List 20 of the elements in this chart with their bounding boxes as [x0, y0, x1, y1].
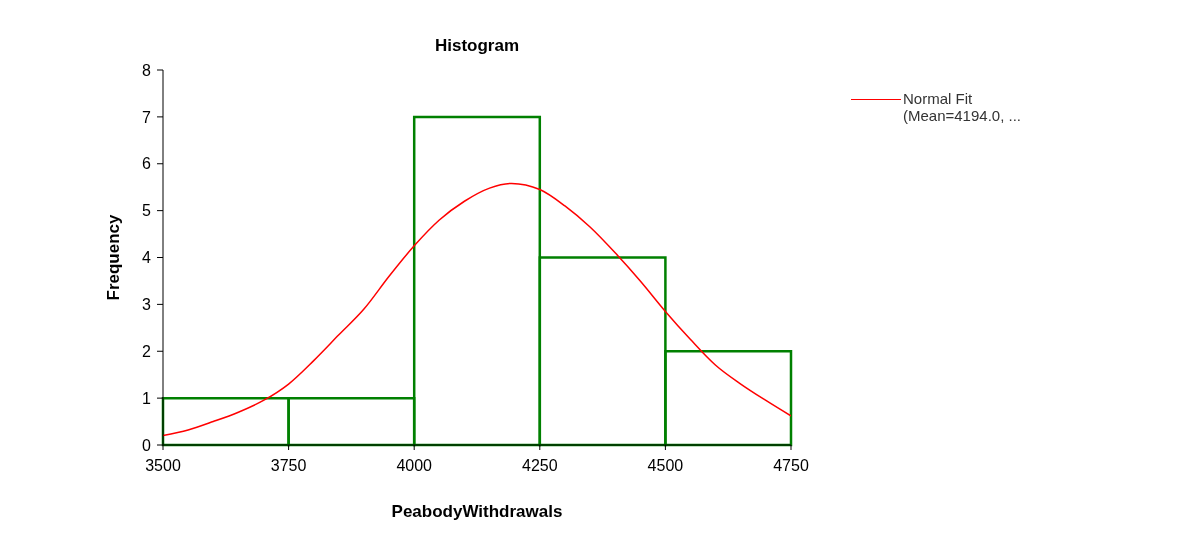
x-tick-label: 4750: [773, 457, 809, 475]
x-tick-label: 4000: [396, 457, 433, 475]
y-tick-label: 3: [142, 296, 152, 314]
x-tick-label: 4500: [647, 457, 684, 475]
y-tick-label: 5: [142, 202, 152, 220]
chart-title: Histogram: [433, 36, 521, 56]
y-tick-label: 0: [142, 436, 152, 454]
x-tick-label: 4250: [522, 457, 558, 475]
y-tick-label: 2: [142, 342, 152, 360]
y-tick-label: 1: [142, 389, 152, 407]
x-axis-title: PeabodyWithdrawals: [391, 502, 563, 521]
y-tick-label: 7: [142, 108, 152, 126]
x-tick-label: 3500: [145, 457, 181, 475]
y-axis-title: Frequency: [104, 213, 124, 301]
y-tick-label: 8: [142, 61, 152, 79]
y-tick-label: 6: [142, 155, 152, 173]
line-series: [163, 182, 791, 437]
x-tick-label: 3750: [270, 457, 307, 475]
y-tick-label: 4: [142, 249, 152, 267]
legend-label: Normal Fit (Mean=4194.0, ...: [903, 90, 1022, 124]
